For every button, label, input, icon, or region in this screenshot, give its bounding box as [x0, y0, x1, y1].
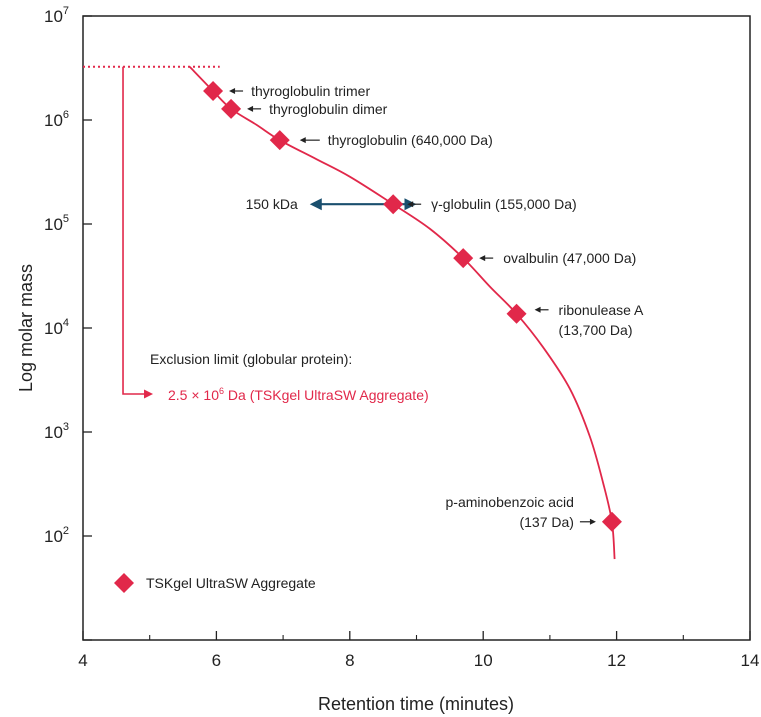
point-annotation-label: (13,700 Da)	[559, 322, 633, 338]
y-tick-label: 102	[44, 525, 69, 546]
x-tick-label: 8	[345, 651, 354, 670]
point-annotation-label: (137 Da)	[519, 514, 573, 530]
y-tick-label-exp: 4	[63, 317, 69, 329]
point-annotation-label: ribonulease A	[559, 302, 645, 318]
data-point	[221, 98, 242, 119]
bracket-150kda-arrowhead-left	[309, 198, 322, 211]
exclusion-limit-annotation: Exclusion limit (globular protein): 2.5 …	[83, 65, 429, 403]
exclusion-limit-arrowhead	[144, 389, 154, 399]
bracket-150kda-label: 150 kDa	[246, 196, 298, 212]
x-tick-labels: 4 6 8 10 12 14	[78, 651, 759, 670]
y-axis-title: Log molar mass	[16, 264, 36, 392]
annotation-arrowhead	[229, 88, 236, 95]
data-point	[383, 194, 404, 215]
exclusion-limit-value-prefix: 2.5 × 10	[168, 387, 219, 403]
legend-label: TSKgel UltraSW Aggregate	[146, 575, 316, 591]
data-point	[269, 130, 290, 151]
series-points	[203, 81, 622, 532]
x-tick-label: 12	[607, 651, 626, 670]
y-tick-label: 104	[44, 317, 69, 338]
x-tick-label: 10	[474, 651, 493, 670]
exclusion-limit-title: Exclusion limit (globular protein):	[150, 351, 352, 367]
legend: TSKgel UltraSW Aggregate	[114, 573, 316, 593]
y-tick-label-base: 10	[44, 7, 63, 26]
y-tick-label-exp: 7	[63, 5, 69, 17]
exclusion-limit-value: 2.5 × 106 Da (TSKgel UltraSW Aggregate)	[168, 386, 429, 403]
series-fit-curve	[189, 66, 616, 560]
x-axis-title: Retention time (minutes)	[318, 694, 514, 714]
y-tick-label-exp: 2	[63, 525, 69, 537]
y-tick-label-base: 10	[44, 319, 63, 338]
data-point	[506, 303, 527, 324]
y-tick-label: 105	[44, 213, 69, 234]
exclusion-limit-value-suffix: Da (TSKgel UltraSW Aggregate)	[224, 387, 429, 403]
x-tick-label: 4	[78, 651, 87, 670]
annotation-arrowhead	[589, 518, 596, 525]
y-tick-label-base: 10	[44, 423, 63, 442]
axis-ticks	[82, 15, 751, 641]
point-annotation-label: γ-globulin (155,000 Da)	[431, 196, 577, 212]
y-tick-label-exp: 3	[63, 421, 69, 433]
y-tick-label: 107	[44, 5, 69, 26]
point-annotations: thyroglobulin trimer thyroglobulin dimer t…	[229, 83, 644, 530]
data-point	[453, 248, 474, 269]
point-annotation-label: thyroglobulin (640,000 Da)	[328, 132, 493, 148]
plot-frame	[82, 15, 751, 641]
point-annotation-label: ovalbulin (47,000 Da)	[503, 250, 636, 266]
exclusion-limit-value-exp: 6	[219, 386, 224, 396]
y-tick-label-base: 10	[44, 215, 63, 234]
legend-marker	[114, 573, 134, 593]
annotation-arrowhead	[247, 105, 254, 112]
point-annotation-label: thyroglobulin trimer	[251, 83, 370, 99]
y-tick-label: 103	[44, 421, 69, 442]
annotation-arrowhead	[479, 255, 486, 262]
exclusion-limit-drop-line	[122, 66, 146, 395]
data-point	[203, 81, 224, 102]
point-annotation-label: thyroglobulin dimer	[269, 101, 388, 117]
y-tick-label-base: 10	[44, 527, 63, 546]
y-tick-label-base: 10	[44, 111, 63, 130]
y-tick-label-exp: 5	[63, 213, 69, 225]
annotation-arrowhead	[534, 306, 541, 313]
y-tick-label: 106	[44, 109, 69, 130]
y-tick-label-exp: 6	[63, 109, 69, 121]
data-point	[601, 511, 622, 532]
point-annotation-label: p-aminobenzoic acid	[446, 494, 574, 510]
annotation-arrowhead	[407, 201, 414, 208]
x-tick-label: 6	[212, 651, 221, 670]
annotation-arrowhead	[299, 137, 306, 144]
x-tick-label: 14	[741, 651, 760, 670]
